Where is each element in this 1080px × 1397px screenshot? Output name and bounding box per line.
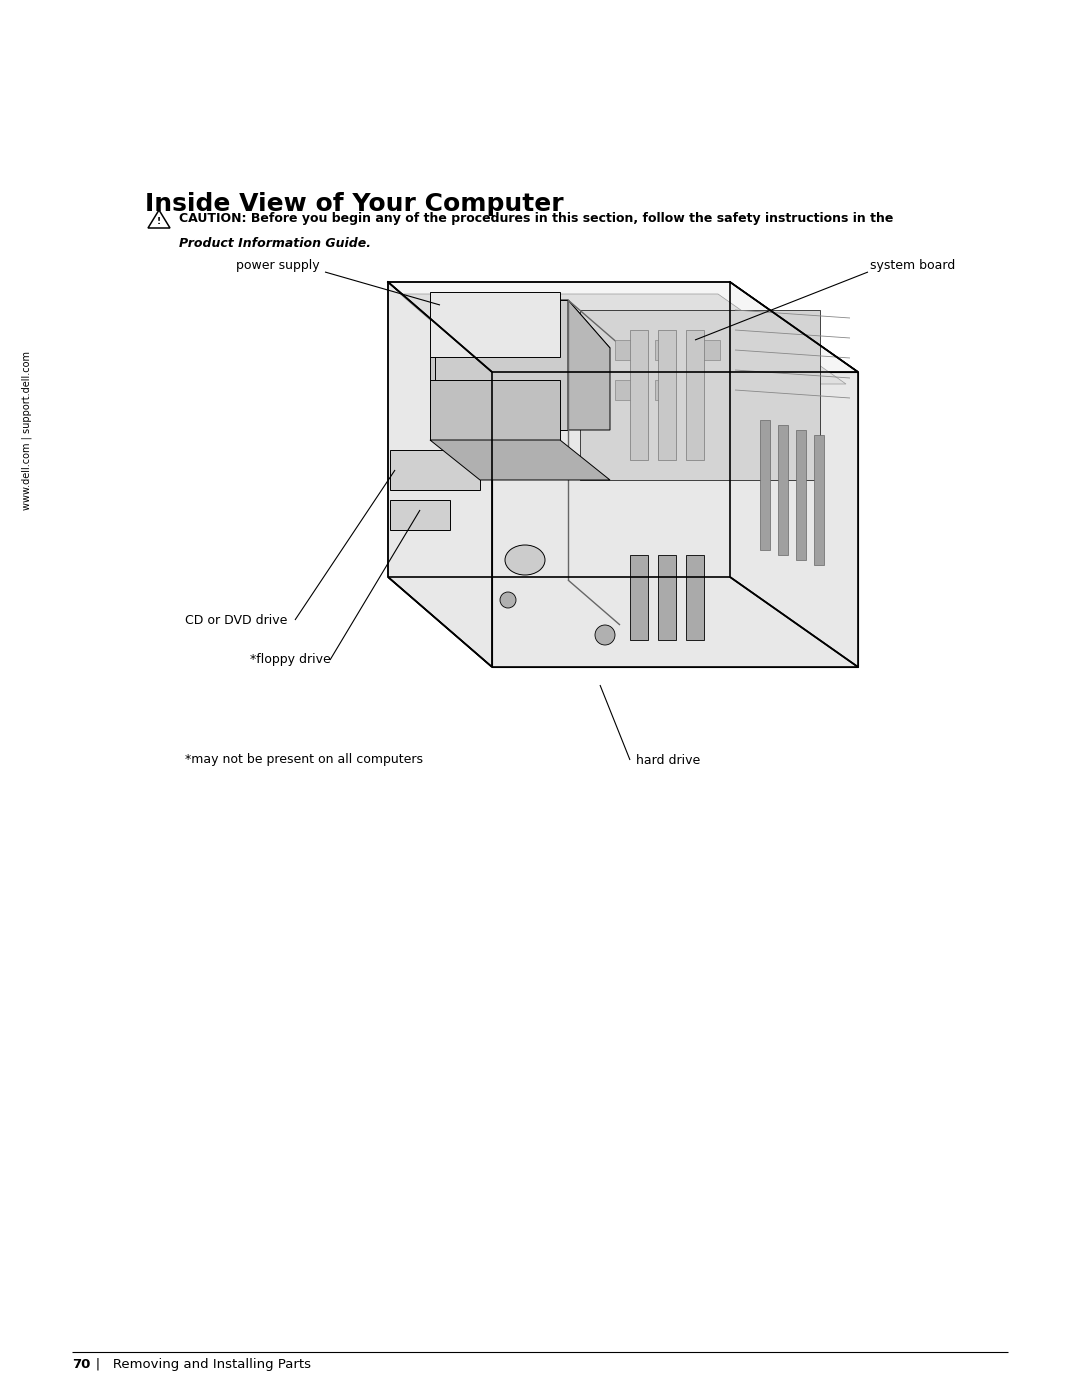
Polygon shape bbox=[760, 420, 770, 550]
Polygon shape bbox=[658, 555, 676, 640]
Polygon shape bbox=[430, 440, 610, 481]
Text: CD or DVD drive: CD or DVD drive bbox=[185, 613, 287, 626]
Polygon shape bbox=[654, 380, 675, 400]
Polygon shape bbox=[630, 555, 648, 640]
Polygon shape bbox=[388, 282, 492, 666]
Polygon shape bbox=[390, 500, 450, 529]
Polygon shape bbox=[730, 282, 858, 666]
Text: CAUTION: Before you begin any of the procedures in this section, follow the safe: CAUTION: Before you begin any of the pro… bbox=[179, 212, 893, 225]
Polygon shape bbox=[430, 358, 561, 416]
Polygon shape bbox=[630, 330, 648, 460]
Circle shape bbox=[595, 624, 615, 645]
Polygon shape bbox=[686, 555, 704, 640]
Text: !: ! bbox=[157, 217, 161, 225]
Text: hard drive: hard drive bbox=[636, 753, 700, 767]
Polygon shape bbox=[390, 450, 480, 490]
Polygon shape bbox=[796, 430, 806, 560]
Polygon shape bbox=[400, 293, 846, 384]
Polygon shape bbox=[654, 339, 675, 360]
Polygon shape bbox=[568, 300, 610, 430]
Polygon shape bbox=[778, 425, 788, 555]
Polygon shape bbox=[686, 330, 704, 460]
Text: |   Removing and Installing Parts: | Removing and Installing Parts bbox=[83, 1358, 311, 1370]
Polygon shape bbox=[615, 339, 635, 360]
Text: power supply: power supply bbox=[237, 258, 320, 272]
Text: Inside View of Your Computer: Inside View of Your Computer bbox=[145, 191, 564, 217]
Polygon shape bbox=[492, 372, 858, 666]
Text: system board: system board bbox=[870, 258, 955, 272]
Text: Product Information Guide.: Product Information Guide. bbox=[179, 237, 372, 250]
Text: *floppy drive: *floppy drive bbox=[249, 654, 330, 666]
Text: *may not be present on all computers: *may not be present on all computers bbox=[185, 753, 423, 767]
Polygon shape bbox=[435, 300, 568, 430]
Polygon shape bbox=[615, 380, 635, 400]
Polygon shape bbox=[658, 330, 676, 460]
Polygon shape bbox=[148, 210, 170, 228]
Polygon shape bbox=[814, 434, 824, 564]
Circle shape bbox=[500, 592, 516, 608]
Text: www.dell.com | support.dell.com: www.dell.com | support.dell.com bbox=[22, 351, 32, 510]
Polygon shape bbox=[580, 310, 820, 481]
Ellipse shape bbox=[505, 545, 545, 576]
Polygon shape bbox=[388, 282, 858, 372]
Polygon shape bbox=[430, 292, 561, 358]
Polygon shape bbox=[430, 380, 561, 440]
Text: 70: 70 bbox=[72, 1358, 91, 1370]
Polygon shape bbox=[435, 300, 610, 348]
Polygon shape bbox=[388, 282, 730, 577]
Polygon shape bbox=[700, 339, 720, 360]
